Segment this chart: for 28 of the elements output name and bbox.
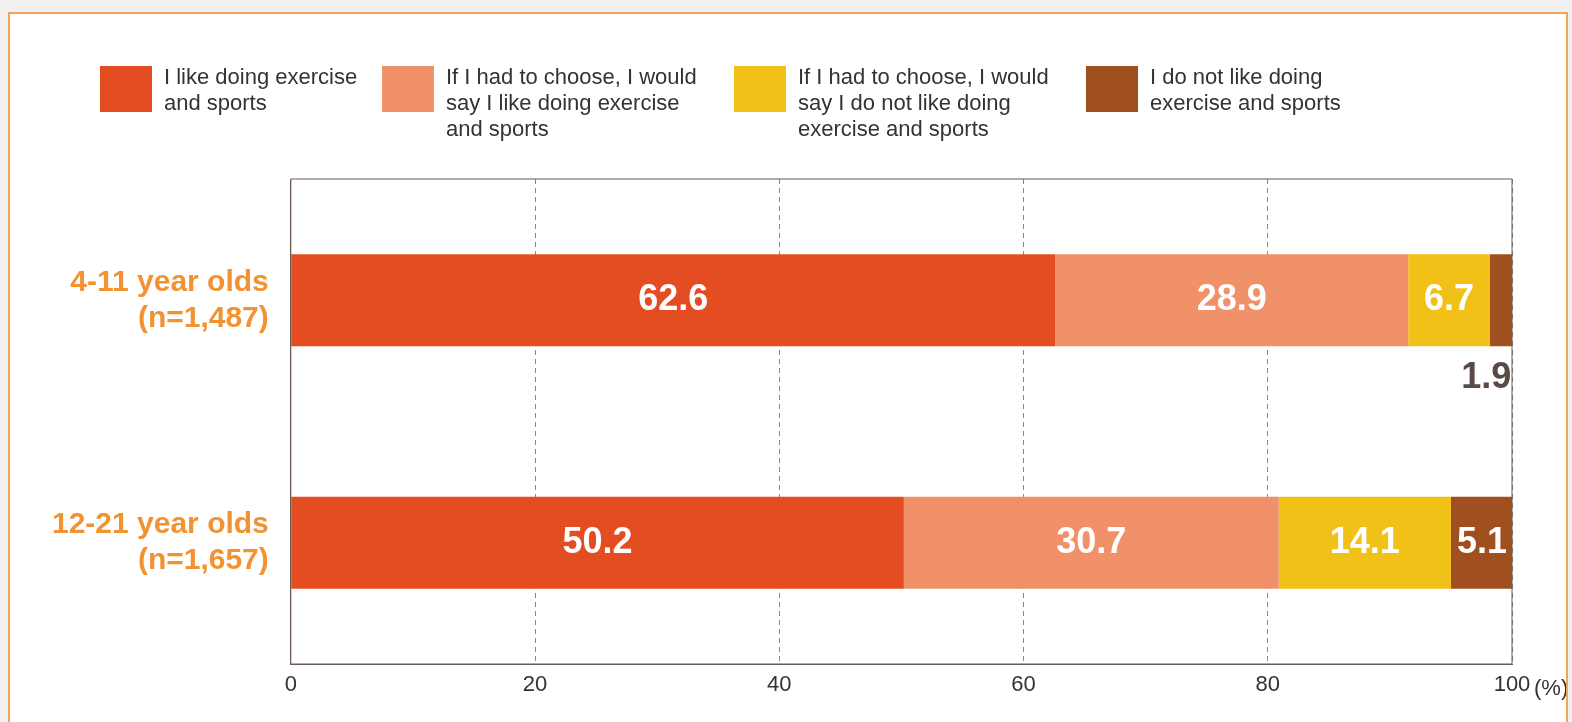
x-tick-label: 60 [1011,671,1036,697]
legend-label: I like doing exercise and sports [164,64,359,116]
legend-label: If I had to choose, I would say I do not like doing exercise and sports [798,64,1050,142]
y-tick-label: 4-11 year olds (n=1,487) [70,263,269,333]
x-tick-label: 80 [1255,671,1280,697]
data-label: 6.7 [1424,277,1475,319]
bar [291,254,1056,347]
y-tick-label: 12-21 year olds (n=1,657) [52,506,269,576]
data-label: 14.1 [1329,519,1400,561]
data-label: 62.6 [638,277,709,319]
x-tick-label: 0 [284,671,297,697]
legend-label: I do not like doing exercise and sports [1150,64,1342,116]
x-axis-title: (%) [1534,675,1569,701]
data-label: 1.9 [1461,355,1512,397]
x-tick-label: 40 [767,671,792,697]
data-label: 5.1 [1457,519,1508,561]
bar [903,496,1279,589]
data-label: 28.9 [1196,277,1267,319]
bar [1490,254,1512,347]
legend-label: If I had to choose, I would say I like doing exercise and sports [446,64,698,142]
bar [1408,254,1491,347]
bar [291,496,904,589]
data-label: 50.2 [562,519,633,561]
bar [1278,496,1451,589]
bar [1055,254,1409,347]
data-label: 30.7 [1056,519,1127,561]
x-tick-label: 100 [1493,671,1531,697]
x-tick-label: 20 [522,671,548,697]
